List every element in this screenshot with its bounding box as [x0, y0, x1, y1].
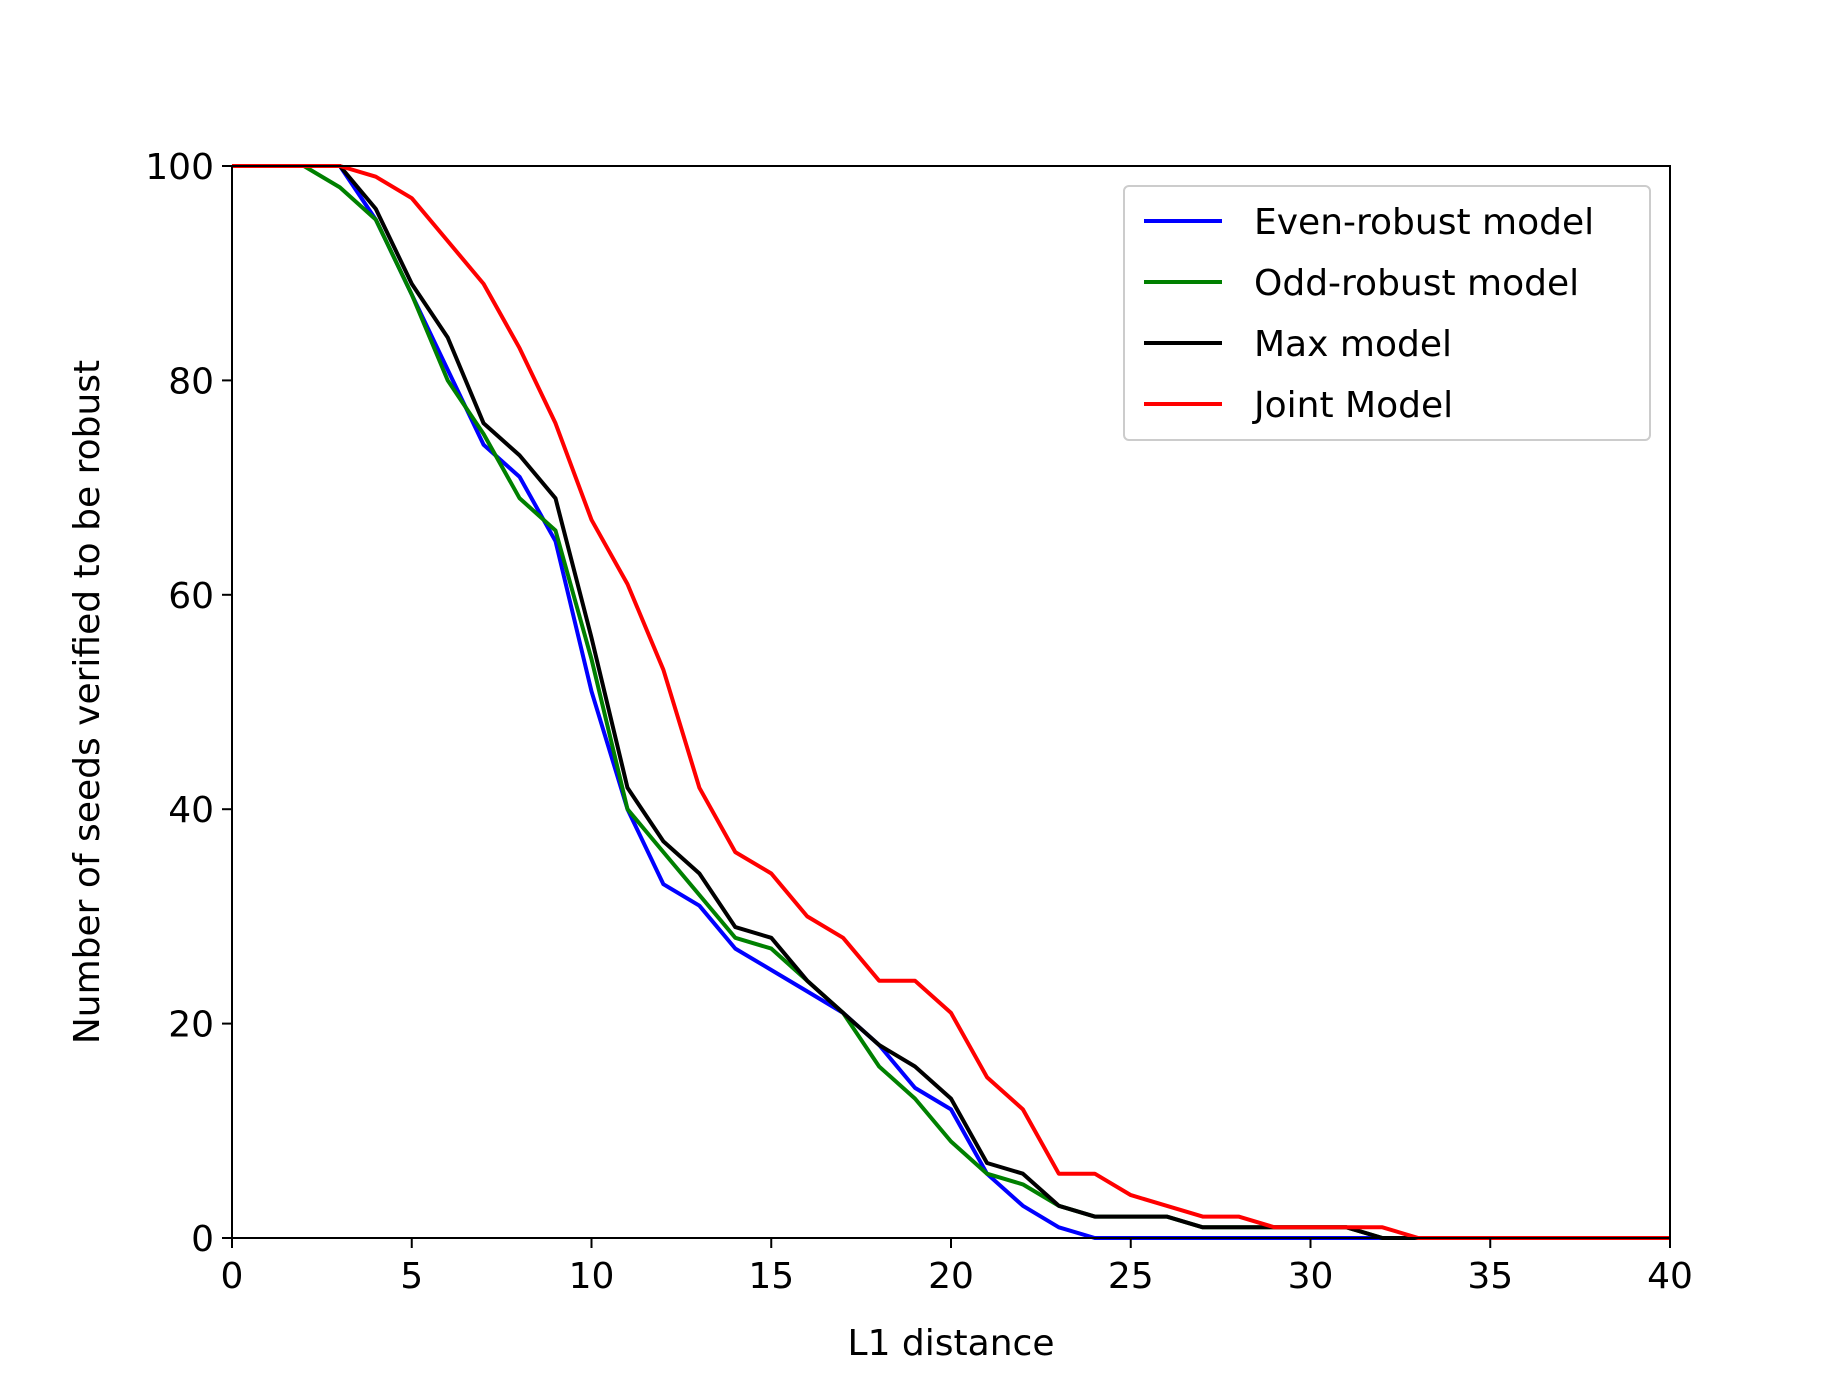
- x-axis-label: L1 distance: [848, 1323, 1055, 1364]
- x-tick-label: 15: [748, 1256, 794, 1297]
- x-axis-ticks: 0 5 10 15 20 25 30 35 40: [221, 1238, 1693, 1297]
- y-tick-label: 80: [168, 361, 214, 402]
- legend-label-4: Joint Model: [1252, 385, 1453, 426]
- y-axis-ticks: 0 20 40 60 80 100: [145, 147, 232, 1260]
- y-tick-label: 100: [145, 147, 214, 188]
- legend-label-3: Max model: [1254, 324, 1452, 365]
- x-tick-label: 25: [1108, 1256, 1154, 1297]
- x-tick-label: 35: [1467, 1256, 1513, 1297]
- x-tick-label: 5: [400, 1256, 423, 1297]
- y-tick-label: 0: [191, 1219, 214, 1260]
- y-tick-label: 60: [168, 576, 214, 617]
- x-tick-label: 30: [1288, 1256, 1334, 1297]
- legend-label-2: Odd-robust model: [1254, 263, 1579, 304]
- x-tick-label: 10: [569, 1256, 615, 1297]
- x-tick-label: 20: [928, 1256, 974, 1297]
- y-axis-label: Number of seeds verified to be robust: [67, 360, 108, 1044]
- legend-label-1: Even-robust model: [1254, 202, 1594, 243]
- y-tick-label: 20: [168, 1005, 214, 1046]
- y-tick-label: 40: [168, 790, 214, 831]
- legend-box: [1123, 185, 1651, 441]
- legend-entries: Even-robust model Odd-robust model Max mod…: [1144, 202, 1594, 426]
- legend: Even-robust model Odd-robust model Max mod…: [1123, 185, 1651, 441]
- x-tick-label: 40: [1647, 1256, 1693, 1297]
- x-tick-label: 0: [221, 1256, 244, 1297]
